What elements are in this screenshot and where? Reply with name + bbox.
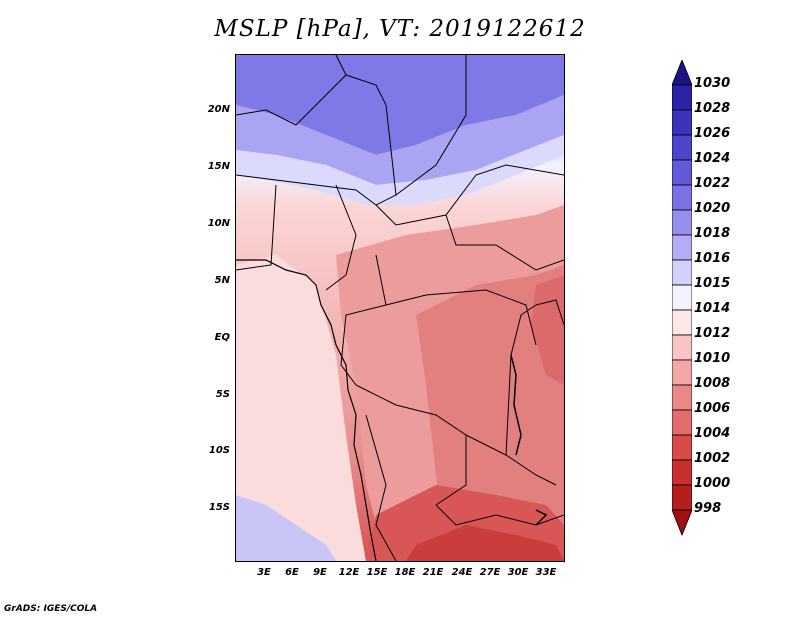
credit-text: GrADS: IGES/COLA <box>4 604 98 614</box>
colorbar-swatch <box>672 284 692 311</box>
contour-1017 <box>236 95 564 185</box>
colorbar-swatch <box>672 334 692 361</box>
colorbar-label: 1012 <box>694 326 731 341</box>
y-label-5s: 5S <box>215 389 230 400</box>
colorbar-label: 1030 <box>694 76 731 91</box>
map-title: MSLP [hPa], VT: 2019122612 <box>214 16 586 42</box>
colorbar-label: 1020 <box>694 201 731 216</box>
contour-1015 <box>236 135 564 205</box>
colorbar-swatch <box>672 459 692 486</box>
colorbar-swatch <box>672 259 692 286</box>
x-label-30e: 30E <box>507 567 529 578</box>
colorbar-label: 1008 <box>694 376 731 391</box>
y-label-eq: EQ <box>214 332 230 343</box>
colorbar-swatch <box>672 309 692 336</box>
x-label-33e: 33E <box>535 567 557 578</box>
x-label-9e: 9E <box>313 567 327 578</box>
colorbar-swatch <box>672 159 692 186</box>
contour-1012-west <box>236 255 366 561</box>
y-label-5n: 5N <box>214 275 230 286</box>
x-label-21e: 21E <box>422 567 444 578</box>
colorbar-swatch <box>672 434 692 461</box>
x-label-18e: 18E <box>394 567 416 578</box>
colorbar-label: 998 <box>694 501 722 516</box>
colorbar-swatch <box>672 409 692 436</box>
colorbar-label: 1015 <box>694 276 731 291</box>
lake-kariba <box>535 509 548 526</box>
y-label-10s: 10S <box>208 445 230 456</box>
x-label-3e: 3E <box>257 567 271 578</box>
colorbar-label: 1016 <box>694 251 731 266</box>
colorbar-top-arrow <box>672 60 692 86</box>
colorbar-label: 1002 <box>694 451 731 466</box>
colorbar-swatch <box>672 134 692 161</box>
contour-1020 <box>236 55 564 155</box>
colorbar-label: 1006 <box>694 401 731 416</box>
x-label-15e: 15E <box>366 567 388 578</box>
x-label-6e: 6E <box>285 567 299 578</box>
country-borders <box>236 55 564 561</box>
colorbar-swatch <box>672 234 692 261</box>
colorbar-label: 1010 <box>694 351 731 366</box>
y-label-15n: 15N <box>207 161 230 172</box>
colorbar-swatch <box>672 209 692 236</box>
y-label-20n: 20N <box>207 104 230 115</box>
x-label-24e: 24E <box>451 567 473 578</box>
y-label-15s: 15S <box>208 502 230 513</box>
pressure-field <box>236 55 564 561</box>
colorbar-label: 1022 <box>694 176 731 191</box>
colorbar-swatch <box>672 484 692 511</box>
colorbar-bottom-arrow <box>672 509 692 537</box>
colorbar-label: 1026 <box>694 126 731 141</box>
colorbar-label: 1004 <box>694 426 731 441</box>
colorbar-swatch <box>672 84 692 111</box>
colorbar-swatch <box>672 109 692 136</box>
lake-tanganyika <box>510 354 522 456</box>
colorbar <box>672 60 692 537</box>
pressure-map <box>235 54 565 562</box>
colorbar-swatch <box>672 384 692 411</box>
contour-1005-east <box>531 275 564 385</box>
colorbar-label: 1028 <box>694 101 731 116</box>
y-label-10n: 10N <box>207 218 230 229</box>
colorbar-swatch <box>672 184 692 211</box>
contour-1006 <box>416 265 564 561</box>
colorbar-swatch <box>672 359 692 386</box>
colorbar-label: 1018 <box>694 226 731 241</box>
colorbar-label: 1024 <box>694 151 731 166</box>
contour-1016-sw <box>236 495 336 561</box>
x-label-27e: 27E <box>479 567 501 578</box>
colorbar-label: 1000 <box>694 476 731 491</box>
colorbar-label: 1014 <box>694 301 731 316</box>
contour-1002 <box>406 525 564 561</box>
coastline <box>236 259 377 561</box>
x-label-12e: 12E <box>338 567 360 578</box>
